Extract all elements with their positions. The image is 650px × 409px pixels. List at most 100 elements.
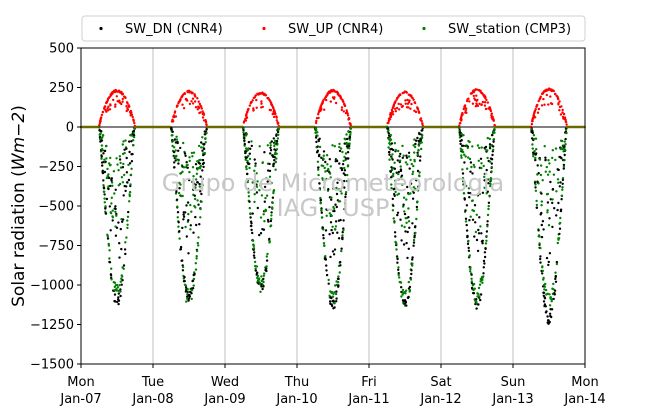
data-point-sw-dn — [488, 143, 492, 146]
data-point-sw-station — [548, 304, 552, 307]
data-point-sw-dn — [114, 300, 117, 303]
data-point-sw-station — [317, 168, 320, 171]
data-point-sw-dn — [476, 249, 480, 253]
data-point-sw-dn — [386, 127, 390, 130]
data-point-sw-station — [461, 177, 465, 180]
x-tick-label-day: Wed — [211, 375, 239, 390]
data-point-sw-station — [331, 225, 334, 228]
data-point-sw-station — [554, 271, 557, 274]
data-point-sw-dn — [101, 169, 105, 172]
data-point-sw-up — [560, 105, 563, 108]
data-point-sw-station — [269, 224, 273, 227]
data-point-sw-dn — [248, 162, 251, 165]
data-point-sw-station — [99, 132, 102, 135]
data-point-sw-station — [473, 165, 476, 169]
data-point-sw-station — [107, 244, 111, 247]
data-point-sw-dn — [396, 211, 400, 214]
data-point-sw-dn — [318, 182, 321, 185]
data-point-sw-station — [348, 142, 351, 145]
data-point-sw-dn — [272, 137, 275, 140]
data-point-sw-station — [556, 178, 560, 181]
data-point-sw-station — [546, 292, 549, 295]
data-point-sw-up — [419, 117, 423, 120]
data-point-sw-up — [394, 100, 397, 103]
data-point-sw-station — [488, 137, 491, 141]
data-point-sw-station — [199, 164, 203, 168]
data-point-sw-station — [421, 134, 424, 137]
data-point-sw-station — [415, 208, 419, 211]
data-point-sw-station — [190, 289, 194, 292]
data-point-sw-dn — [339, 260, 342, 264]
data-point-sw-station — [543, 285, 547, 288]
data-point-sw-station — [468, 157, 472, 161]
data-point-sw-up — [543, 103, 546, 106]
data-point-sw-station — [472, 282, 476, 286]
data-point-sw-dn — [491, 133, 494, 137]
data-point-sw-station — [484, 242, 488, 245]
data-point-sw-dn — [192, 231, 195, 234]
y-axis: −1500 −1250 −1000 −750 −500 −250 0 250 500 — [30, 42, 81, 373]
data-point-sw-station — [485, 234, 488, 238]
data-point-sw-up — [333, 96, 336, 99]
data-point-sw-station — [389, 133, 392, 137]
data-point-sw-station — [483, 175, 486, 179]
data-point-sw-dn — [262, 228, 266, 231]
data-point-sw-station — [346, 164, 350, 167]
data-point-sw-up — [277, 122, 280, 125]
data-point-sw-dn — [335, 300, 338, 303]
data-point-sw-dn — [119, 288, 122, 291]
data-point-sw-dn — [396, 159, 399, 162]
data-point-sw-station — [478, 283, 482, 286]
data-point-sw-dn — [563, 153, 566, 157]
data-point-sw-dn — [483, 255, 487, 259]
data-point-sw-station — [253, 200, 256, 204]
data-point-sw-up — [275, 119, 278, 122]
x-tick-label-date: Jan-10 — [275, 392, 317, 407]
data-point-sw-dn — [120, 247, 123, 251]
data-point-sw-station — [543, 145, 546, 148]
data-point-sw-up — [475, 88, 478, 91]
data-point-sw-station — [345, 133, 348, 136]
data-point-sw-up — [128, 105, 131, 108]
data-point-sw-station — [548, 162, 551, 165]
legend-marker — [422, 26, 426, 31]
data-point-sw-dn — [391, 158, 394, 161]
data-point-sw-dn — [198, 223, 201, 226]
data-point-sw-station — [328, 212, 331, 215]
data-point-sw-station — [331, 144, 334, 147]
data-point-sw-up — [191, 97, 195, 100]
data-point-sw-dn — [472, 292, 476, 295]
data-point-sw-dn — [558, 232, 561, 236]
x-tick-label-day: Mon — [571, 375, 598, 390]
data-point-sw-dn — [396, 261, 399, 264]
data-point-sw-dn — [470, 273, 473, 276]
data-point-sw-dn — [481, 242, 484, 245]
data-point-sw-station — [418, 174, 421, 178]
data-point-sw-dn — [338, 149, 342, 153]
data-point-sw-up — [408, 99, 411, 102]
data-point-sw-dn — [409, 182, 413, 185]
data-point-sw-station — [319, 196, 322, 200]
y-tick-label: 250 — [49, 81, 74, 96]
data-point-sw-dn — [243, 139, 246, 142]
data-point-sw-station — [472, 163, 475, 167]
data-point-sw-dn — [320, 211, 323, 214]
data-point-sw-dn — [326, 208, 329, 212]
data-point-sw-station — [105, 144, 108, 148]
data-point-sw-dn — [559, 181, 562, 184]
data-point-sw-dn — [414, 225, 417, 228]
data-point-sw-station — [199, 207, 202, 211]
data-point-sw-station — [175, 135, 178, 138]
legend-box — [81, 15, 586, 42]
data-point-sw-dn — [108, 261, 112, 264]
data-point-sw-station — [201, 184, 204, 187]
data-point-sw-station — [535, 203, 539, 207]
data-point-sw-station — [486, 136, 489, 140]
data-point-sw-station — [322, 157, 325, 161]
data-point-sw-station — [555, 262, 559, 266]
data-point-sw-dn — [334, 220, 338, 223]
data-point-sw-station — [316, 134, 319, 137]
data-point-sw-dn — [331, 250, 335, 253]
data-point-sw-dn — [316, 145, 319, 148]
data-point-sw-station — [418, 142, 422, 145]
